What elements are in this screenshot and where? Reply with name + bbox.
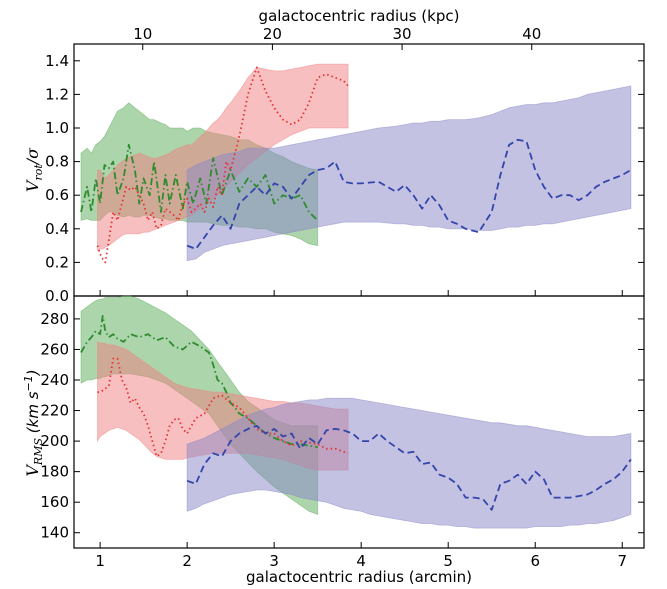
bottom-y-tick-label: 160 <box>40 493 69 511</box>
top-panel: 0.0 0.2 0.4 0.6 0.8 1.0 1.2 1.4 10 20 30 40 galact… <box>23 7 645 305</box>
bottom-panel-bands <box>80 295 632 529</box>
bottom-blue-band <box>186 397 632 529</box>
top-y-tick-label: 0.8 <box>45 153 69 171</box>
top-x2-tick-label: 30 <box>393 25 412 43</box>
bottom-x-tick-label: 5 <box>443 552 453 570</box>
top-x2-tick-label: 20 <box>263 25 282 43</box>
top-y-ticks: 0.0 0.2 0.4 0.6 0.8 1.0 1.2 1.4 <box>45 52 644 305</box>
bottom-panel-frame <box>73 295 645 549</box>
bottom-y-tick-label: 140 <box>40 524 69 542</box>
bottom-x-tick-label: 4 <box>356 552 366 570</box>
bottom-y-tick-label: 200 <box>40 432 69 450</box>
bottom-panel-series <box>80 314 632 511</box>
bottom-y-tick-label: 220 <box>40 402 69 420</box>
top-y-axis-title: Vrot/σ <box>23 147 45 192</box>
bottom-panel: 140 160 180 200 220 240 260 280 1 2 3 4 5 6 7 galacto… <box>22 295 645 586</box>
bottom-y-ticks: 140 160 180 200 220 240 260 280 <box>40 310 644 548</box>
bottom-y-tick-label: 240 <box>40 371 69 389</box>
top-y-tick-label: 0.2 <box>45 253 69 271</box>
top-panel-bands <box>80 63 632 262</box>
top-blue-band <box>186 85 632 262</box>
top-x2-tick-label: 10 <box>133 25 152 43</box>
bottom-x-tick-label: 6 <box>530 552 540 570</box>
bottom-y-axis-title: VRMS (km s−1) <box>22 369 45 476</box>
top-x2-ticks: 10 20 30 40 <box>133 25 541 50</box>
bottom-y-tick-label: 280 <box>40 310 69 328</box>
bottom-red-line <box>97 357 349 458</box>
bottom-y-tick-label: 260 <box>40 340 69 358</box>
bottom-x-ticks: 1 2 3 4 5 6 7 <box>95 552 627 570</box>
top-y-tick-label: 1.2 <box>45 85 69 103</box>
top-y-tick-label: 0.0 <box>45 287 69 305</box>
bottom-x-tick-label: 3 <box>269 552 279 570</box>
bottom-blue-line <box>186 424 632 511</box>
bottom-x-tick-label: 2 <box>182 552 192 570</box>
top-green-line <box>80 143 319 222</box>
top-red-line <box>96 66 349 264</box>
top-y-tick-label: 0.4 <box>45 220 69 238</box>
bottom-x-tick-label: 7 <box>617 552 627 570</box>
bottom-y-tick-label: 180 <box>40 463 69 481</box>
top-y-tick-label: 1.4 <box>45 52 69 70</box>
top-y-tick-label: 0.6 <box>45 186 69 204</box>
top-blue-line <box>186 138 632 250</box>
top-x2-axis-title: galactocentric radius (kpc) <box>259 7 460 25</box>
bottom-x-tick-label: 1 <box>95 552 105 570</box>
top-y-tick-label: 1.0 <box>45 119 69 137</box>
bottom-x-axis-title: galactocentric radius (arcmin) <box>246 568 472 586</box>
top-x2-tick-label: 40 <box>522 25 541 43</box>
top-panel-series <box>80 66 632 264</box>
